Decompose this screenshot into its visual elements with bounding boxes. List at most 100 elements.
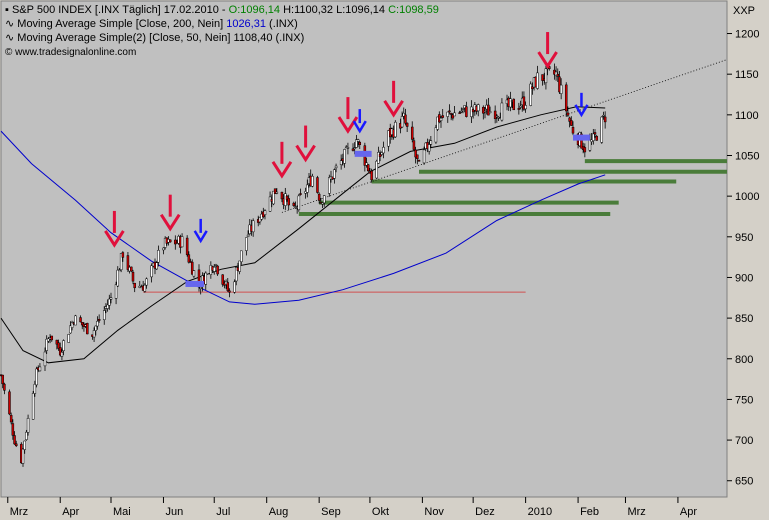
candle-body [275,191,279,194]
ma200-value: 1026,31 [226,18,266,30]
candle-body [512,98,516,111]
candle-body [602,114,605,117]
plot-area[interactable] [0,0,728,498]
candle-body [67,334,70,343]
candle-body [119,253,123,271]
candle-body [187,254,191,263]
candle-body [571,126,575,134]
x-tick-label: Feb [580,506,599,518]
candle-body [495,115,499,118]
candle-body [559,84,563,94]
candle-body [155,262,158,270]
arrow-head [537,51,558,69]
candle-body [23,440,26,450]
candle-body [483,110,487,113]
candle-body [334,165,338,169]
candle-body [351,148,355,151]
blue-arrow [352,109,367,134]
candle-body [216,265,219,275]
candle-body [204,272,208,285]
candle-body [500,102,504,121]
candle-body [536,72,539,89]
candle-body [108,298,111,306]
chart-icon: ▪ [5,4,12,16]
candle-body [416,154,419,159]
candle-body [297,195,301,211]
candle-body [1,374,4,385]
arrow-head [352,120,367,134]
candle-body [14,443,18,447]
candle-body [429,140,433,145]
y-tick-label: 750 [735,394,753,406]
candle-body [410,126,414,140]
arrow-head [193,230,208,244]
candle-body [493,110,497,120]
y-tick-label: 800 [735,354,753,366]
header-line-2[interactable]: ∿ Moving Average Simple [Close, 200, Nei… [5,18,298,30]
candle-body [554,71,558,77]
candle-body [9,414,13,423]
red-arrow [295,125,316,163]
candle-body [317,193,321,201]
symbol-label: XXP [733,5,755,17]
candle-body [121,252,125,258]
y-tick-label: 700 [735,435,753,447]
candle-body [13,435,16,445]
candle-body [358,141,362,145]
arrow-head [574,104,589,118]
candle-body [595,135,598,141]
candle-body [74,315,77,326]
candle-body [226,282,230,291]
x-tick-label: 2010 [528,506,552,518]
candle-body [70,322,74,328]
header-line-1: ▪ S&P 500 INDEX [.INX Täglich] 17.02.201… [5,4,439,16]
candle-body [292,202,296,206]
candle-body [8,391,11,415]
candle-body [592,133,595,141]
candle-body [114,284,118,299]
blue-arrow [193,218,208,244]
red-arrow [537,32,558,69]
candle-body [446,111,450,117]
candle-body [268,196,272,212]
candle-body [541,74,544,81]
candle-body [417,160,421,162]
candle-body [570,120,573,126]
y-tick-label: 950 [735,232,753,244]
red-arrow [383,80,404,118]
candle-body [157,250,160,263]
candle-body [221,274,224,285]
arrow-head [271,161,293,179]
candle-body [370,170,373,181]
candle-body [488,111,492,114]
x-tick-label: Mrz [627,506,645,518]
candle-body [43,351,47,367]
candle-body [25,431,28,440]
candle-body [287,198,290,206]
candle-body [343,149,346,164]
candle-body [162,247,165,251]
candle-body [519,105,522,108]
candle-body [55,339,59,345]
candle-body [404,114,407,124]
candle-body [458,112,461,114]
header-line-3[interactable]: ∿ Moving Average Simple(2) [Close, 50, N… [5,32,304,44]
candle-body [190,261,194,275]
candle-body [558,76,561,93]
candle-body [522,96,526,110]
y-tick-label: 650 [735,476,753,488]
candle-body [321,202,324,205]
candle-body [106,304,109,309]
y-tick-label: 850 [735,313,753,325]
candle-body [448,110,451,113]
y-tick-label: 1050 [735,150,759,162]
candle-body [258,217,262,223]
candle-body [593,132,597,135]
candle-body [214,264,218,266]
candle-body [346,147,350,149]
candle-body [451,114,455,119]
chart-header: ▪ S&P 500 INDEX [.INX Täglich] 17.02.201… [5,4,439,58]
candle-body [192,270,196,277]
x-tick-label: Jul [216,506,230,518]
candle-body [453,112,456,117]
